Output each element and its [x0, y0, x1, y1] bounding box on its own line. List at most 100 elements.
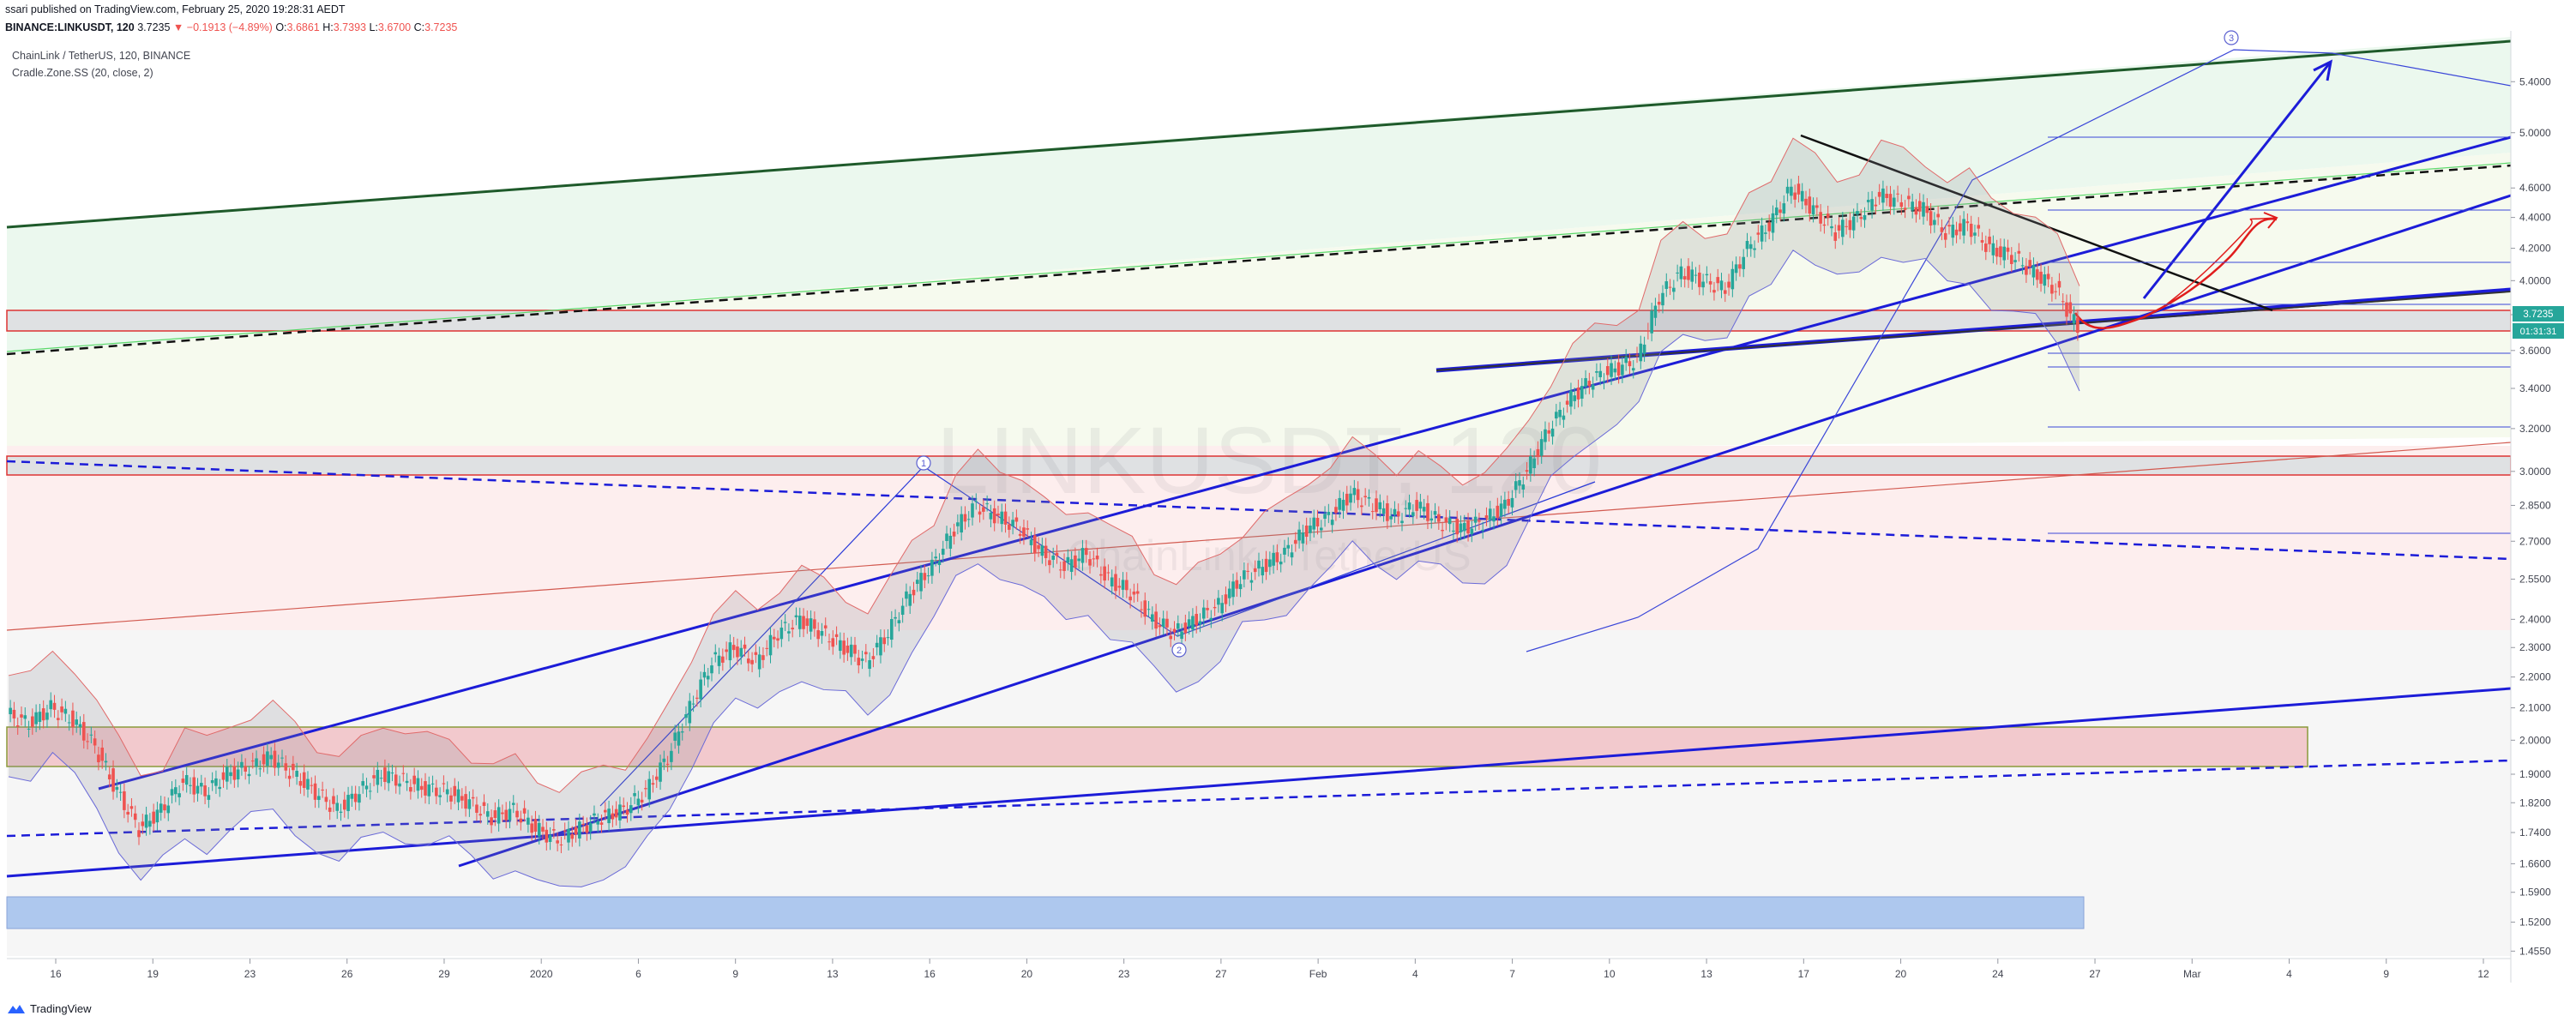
- candle-body: [1154, 611, 1158, 629]
- candle-body: [1705, 274, 1709, 276]
- time-axis[interactable]: 16 19 23 26 29 2020 6 9 13 16 20 23 27 Feb 4 7 10 13 17 20 2…: [50, 959, 2489, 980]
- tradingview-brand[interactable]: TradingView: [7, 1002, 92, 1015]
- drawings[interactable]: [6, 39, 2512, 878]
- candle-body: [1562, 415, 1566, 420]
- candle-body: [350, 793, 354, 799]
- y-tick-label: 1.5900: [2519, 887, 2551, 899]
- price-axis[interactable]: 5.40005.00004.60004.40004.20004.00003.80…: [2511, 75, 2551, 957]
- candle-body: [2076, 317, 2079, 334]
- candle-body: [1243, 570, 1246, 580]
- candle-body: [313, 783, 317, 800]
- candle-body: [332, 796, 335, 804]
- candle-body: [1356, 489, 1360, 501]
- candle-body: [1954, 229, 1959, 236]
- candle-body: [816, 630, 820, 640]
- candle-body: [115, 786, 119, 791]
- candle-body: [1224, 594, 1228, 604]
- candle-body: [107, 774, 111, 780]
- candle-body: [1811, 205, 1815, 215]
- candle-body: [1470, 528, 1474, 534]
- candle-body: [636, 798, 641, 806]
- candle-body: [1532, 458, 1536, 469]
- candle-body: [148, 821, 152, 827]
- candle-body: [93, 738, 97, 746]
- candle-body: [614, 809, 618, 818]
- candle-body: [1877, 191, 1881, 197]
- candle-body: [897, 620, 901, 624]
- candle-body: [868, 660, 871, 670]
- candle-body: [519, 818, 523, 823]
- candle-body: [1708, 281, 1712, 285]
- candle-body: [1323, 514, 1327, 520]
- candle-body: [126, 811, 129, 815]
- candle-body: [1180, 631, 1183, 640]
- candle-body: [1447, 518, 1452, 525]
- candle-body: [1510, 497, 1514, 508]
- candle-body: [731, 645, 736, 651]
- candle-body: [1917, 201, 1922, 212]
- candle-body: [1859, 217, 1863, 219]
- candle-body: [1396, 511, 1400, 517]
- candle-body: [1058, 569, 1062, 571]
- candle-body: [1411, 512, 1415, 516]
- candle-body: [1195, 613, 1198, 626]
- price-badge: 3.7235 01:31:31: [2513, 306, 2564, 339]
- candle-body: [846, 645, 850, 653]
- candle-body: [1352, 488, 1357, 496]
- candle-body: [2020, 265, 2025, 267]
- candle-body: [622, 805, 626, 808]
- candle-body: [548, 835, 552, 842]
- candle-body: [244, 766, 247, 772]
- candle-body: [1499, 503, 1503, 517]
- dashed-resistance: [6, 460, 2512, 561]
- candle-body: [1452, 530, 1455, 532]
- candle-body: [2039, 271, 2043, 284]
- candle-body: [985, 503, 989, 505]
- candle-body: [1727, 281, 1730, 288]
- candle-body: [63, 708, 68, 714]
- candle-body: [963, 514, 967, 522]
- legend-indicator[interactable]: Cradle.Zone.SS (20, close, 2): [12, 67, 153, 79]
- candle-body: [1330, 520, 1334, 526]
- candle-body: [791, 628, 794, 630]
- candle-body: [1386, 503, 1389, 521]
- wave-label-circle: [2224, 30, 2239, 45]
- y-tick-label: 3.6000: [2519, 345, 2551, 357]
- candle-body: [295, 771, 298, 777]
- x-tick-label: 10: [1604, 968, 1616, 980]
- candle-body: [1008, 524, 1011, 530]
- y-tick-label: 3.0000: [2519, 466, 2551, 478]
- candle-body: [691, 703, 695, 705]
- candle-body: [269, 754, 273, 760]
- open-value: 3.6861: [286, 21, 320, 33]
- y-tick-label: 4.6000: [2519, 182, 2551, 194]
- candle-body: [97, 754, 100, 763]
- candle-body: [688, 700, 692, 724]
- wave-label-circle: [916, 455, 931, 471]
- legend-symbol[interactable]: ChainLink / TetherUS, 120, BINANCE: [12, 50, 191, 62]
- candle-body: [2050, 285, 2054, 294]
- candle-body: [1881, 188, 1885, 203]
- x-tick-label: 29: [438, 968, 450, 980]
- candle-body: [1767, 222, 1771, 231]
- x-tick-label: 6: [635, 968, 641, 980]
- candle-body: [27, 728, 31, 730]
- candle-body: [144, 815, 148, 828]
- y-tick-label: 2.5500: [2519, 573, 2551, 585]
- candle-body: [1092, 558, 1096, 560]
- candle-body: [60, 706, 63, 712]
- candle-body: [875, 642, 879, 648]
- candle-body: [321, 789, 324, 791]
- watermark-symbol: LINKUSDT, 120: [936, 408, 1602, 514]
- dashed-trendline: [6, 164, 2512, 356]
- candle-body: [1029, 539, 1033, 545]
- candle-body: [604, 809, 607, 813]
- x-tick-label: 20: [1021, 968, 1033, 980]
- candle-body: [1114, 574, 1117, 592]
- y-tick-label: 2.2000: [2519, 671, 2551, 683]
- candle-body: [221, 772, 226, 780]
- candle-body: [490, 817, 493, 826]
- wave-labels: 1 2 3: [916, 30, 2239, 658]
- candle-body: [515, 810, 519, 818]
